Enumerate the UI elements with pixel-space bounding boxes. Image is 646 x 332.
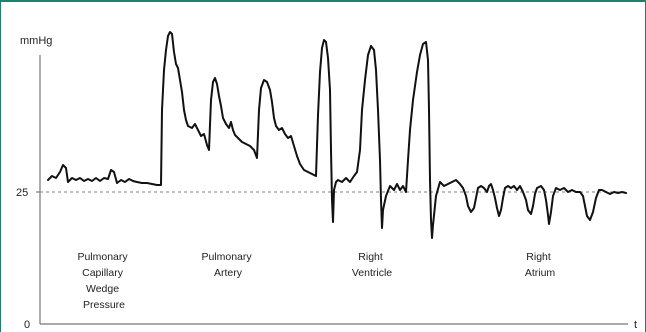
region-label-right-atrium: Right Atrium [525,251,556,279]
pressure-trace [47,31,627,239]
region-label-right-ventricle-line-2: Ventricle [352,267,392,279]
region-label-right-ventricle: Right Ventricle [352,251,392,279]
region-label-right-ventricle-line-1: Right [358,251,383,263]
region-label-pcwp-line-1: Pulmonary [77,251,128,263]
y-tick-0-label: 0 [24,319,30,331]
region-label-pcwp: Pulmonary Capillary Wedge Pressure [77,251,130,311]
region-label-pcwp-line-4: Pressure [83,299,125,311]
region-label-pulmonary-artery-line-1: Pulmonary [201,251,252,263]
region-label-pulmonary-artery-line-2: Artery [214,267,243,279]
region-label-pulmonary-artery: Pulmonary Artery [201,251,254,279]
region-label-pcwp-line-2: Capillary [82,267,124,279]
region-label-right-atrium-line-1: Right [526,251,551,263]
y-axis-unit-label: mmHg [20,35,52,47]
region-label-pcwp-line-3: Wedge [86,283,119,295]
x-axis-unit-label: t [634,319,637,331]
region-label-right-atrium-line-2: Atrium [525,267,556,279]
y-tick-25-label: 25 [16,187,28,199]
